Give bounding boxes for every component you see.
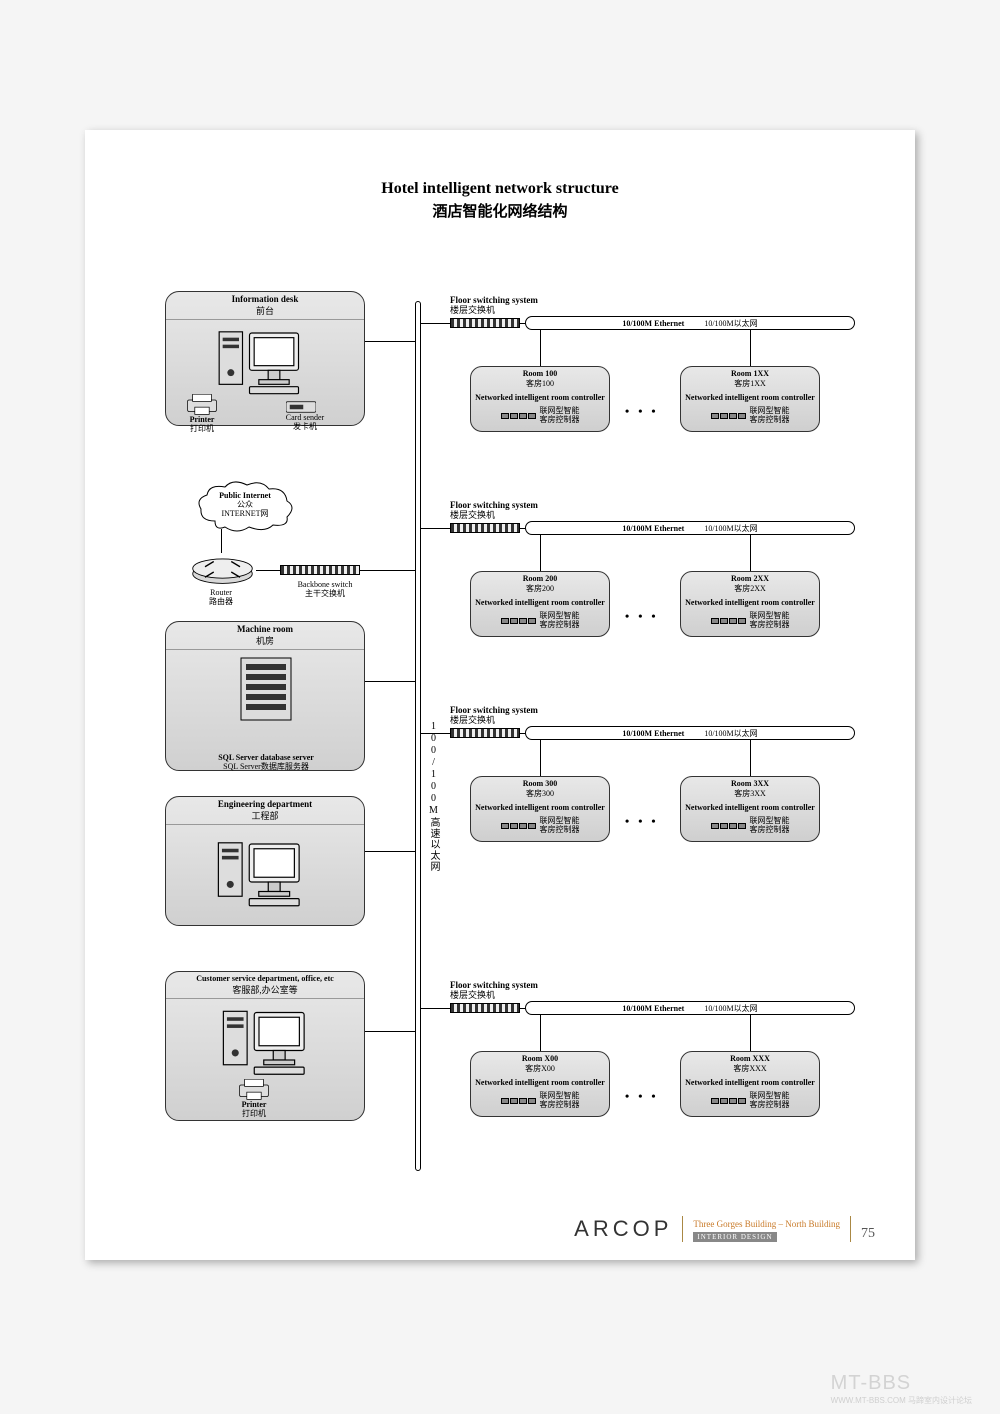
connector xyxy=(520,733,525,734)
connector xyxy=(421,733,450,734)
floor-switch-icon xyxy=(450,728,520,738)
floor-switch-icon xyxy=(450,318,520,328)
backbone-switch-icon xyxy=(280,565,360,575)
room-box: Room 3XX客房3XX Networked intelligent room… xyxy=(680,776,820,842)
public-internet-cloud: Public Internet公众INTERNET网 xyxy=(195,481,295,533)
connector xyxy=(365,851,415,852)
backbone-switch-label: Backbone switch主干交换机 xyxy=(285,581,365,599)
floor-switch-icon xyxy=(450,1003,520,1013)
title-cn: 酒店智能化网络结构 xyxy=(125,200,875,221)
connector xyxy=(421,323,450,324)
connector xyxy=(221,529,222,553)
connector xyxy=(540,330,541,366)
connector xyxy=(540,1015,541,1051)
floor-switch-label: Floor switching system楼层交换机 xyxy=(450,296,538,316)
project-name: Three Gorges Building – North Building xyxy=(693,1219,840,1229)
footer-separator-2 xyxy=(850,1216,851,1242)
router-icon xyxy=(185,551,260,591)
backbone-label: 100/100M高速以太网 xyxy=(425,721,439,872)
interior-design-badge: INTERIOR DESIGN xyxy=(693,1232,776,1242)
room-box: Room 300客房300 Networked intelligent room… xyxy=(470,776,610,842)
room-box: Room 1XX客房1XX Networked intelligent room… xyxy=(680,366,820,432)
connector xyxy=(365,681,415,682)
footer-separator xyxy=(682,1216,683,1242)
connector xyxy=(256,570,280,571)
ellipsis-dots: • • • xyxy=(625,404,659,419)
ethernet-bar: 10/100M Ethernet10/100M以太网 xyxy=(525,1001,855,1015)
title-block: Hotel intelligent network structure 酒店智能… xyxy=(125,180,875,221)
page-footer: ARCOP Three Gorges Building – North Buil… xyxy=(85,1192,915,1242)
floor-switch-label: Floor switching system楼层交换机 xyxy=(450,981,538,1001)
connector xyxy=(365,1031,415,1032)
info-desk-box: Information desk前台 Printer打印机 Card sende… xyxy=(165,291,365,426)
network-diagram: 100/100M高速以太网 Information desk前台 Printer… xyxy=(125,251,875,1211)
ethernet-bar: 10/100M Ethernet10/100M以太网 xyxy=(525,726,855,740)
backbone-line xyxy=(415,301,421,1171)
room-box: Room XXX客房XXX Networked intelligent room… xyxy=(680,1051,820,1117)
connector xyxy=(421,528,450,529)
connector xyxy=(360,570,415,571)
floor-switch-label: Floor switching system楼层交换机 xyxy=(450,706,538,726)
engineering-box: Engineering department工程部 xyxy=(165,796,365,926)
connector xyxy=(750,535,751,571)
connector xyxy=(520,323,525,324)
title-en: Hotel intelligent network structure xyxy=(125,180,875,198)
connector xyxy=(750,330,751,366)
document-page: Hotel intelligent network structure 酒店智能… xyxy=(85,130,915,1260)
ellipsis-dots: • • • xyxy=(625,814,659,829)
room-box: Room X00客房X00 Networked intelligent room… xyxy=(470,1051,610,1117)
customer-service-box: Customer service department, office, etc… xyxy=(165,971,365,1121)
ethernet-bar: 10/100M Ethernet10/100M以太网 xyxy=(525,316,855,330)
ethernet-bar: 10/100M Ethernet10/100M以太网 xyxy=(525,521,855,535)
room-box: Room 2XX客房2XX Networked intelligent room… xyxy=(680,571,820,637)
page-number: 75 xyxy=(861,1226,875,1242)
room-box: Room 200客房200 Networked intelligent room… xyxy=(470,571,610,637)
connector xyxy=(750,1015,751,1051)
connector xyxy=(750,740,751,776)
router-label: Router路由器 xyxy=(191,589,251,607)
ellipsis-dots: • • • xyxy=(625,1089,659,1104)
floor-switch-icon xyxy=(450,523,520,533)
room-box: Room 100客房100 Networked intelligent room… xyxy=(470,366,610,432)
machine-room-box: Machine room机房 SQL Server database serve… xyxy=(165,621,365,771)
floor-switch-label: Floor switching system楼层交换机 xyxy=(450,501,538,521)
connector xyxy=(520,528,525,529)
watermark: MT-BBS WWW.MT-BBS.COM 马蹄室内设计论坛 xyxy=(831,1372,972,1406)
project-info: Three Gorges Building – North Building I… xyxy=(693,1218,840,1242)
connector xyxy=(540,740,541,776)
ellipsis-dots: • • • xyxy=(625,609,659,624)
connector xyxy=(540,535,541,571)
brand-logo: ARCOP xyxy=(574,1216,672,1242)
connector xyxy=(520,1008,525,1009)
connector xyxy=(421,1008,450,1009)
connector xyxy=(365,341,415,342)
